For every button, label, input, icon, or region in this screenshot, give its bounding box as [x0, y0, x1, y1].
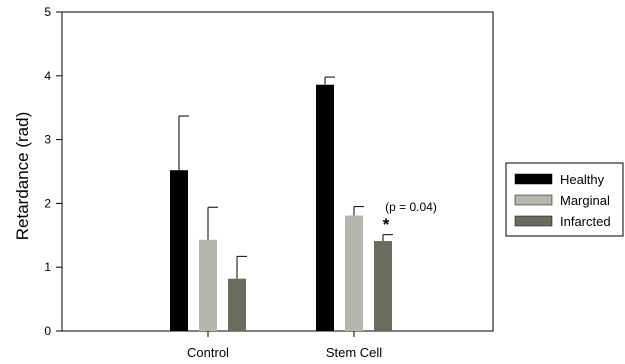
legend-label: Marginal — [560, 193, 610, 208]
legend-swatch — [514, 173, 553, 185]
bar — [170, 170, 188, 331]
y-tick-label: 3 — [44, 133, 51, 147]
legend: Healthy Marginal Infarcted — [505, 162, 624, 237]
bar — [228, 278, 246, 331]
x-tick-label: Stem Cell — [326, 345, 382, 360]
legend-label: Healthy — [560, 172, 605, 187]
axes: 0 1 2 3 4 5 Control Stem Cell — [44, 5, 494, 360]
legend-swatch — [514, 194, 553, 206]
bar — [316, 84, 334, 332]
bar — [374, 241, 392, 331]
annotation-p-value: (p = 0.04) — [385, 200, 437, 214]
y-tick-label: 2 — [44, 196, 51, 210]
plot-frame — [61, 11, 494, 332]
legend-label: Infarcted — [560, 214, 611, 229]
y-axis-label: Retardance (rad) — [13, 112, 32, 241]
y-tick-label: 1 — [44, 260, 51, 274]
x-tick-label: Control — [187, 345, 229, 360]
y-tick-label: 4 — [44, 69, 51, 83]
y-tick-label: 5 — [44, 5, 51, 19]
bar — [199, 239, 217, 331]
annotation-significance-star: * — [383, 215, 390, 234]
y-tick-label: 0 — [44, 324, 51, 338]
bar — [345, 215, 363, 331]
bars — [170, 76, 393, 332]
labels: Retardance (rad) (p = 0.04) * — [13, 112, 437, 241]
legend-swatch — [514, 215, 553, 227]
